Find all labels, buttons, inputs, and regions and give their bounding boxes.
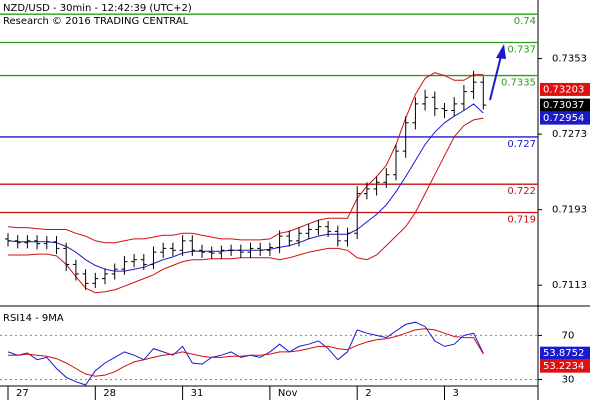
ohlc-bar	[334, 225, 341, 247]
ohlc-bar	[431, 91, 438, 117]
ohlc-bar	[441, 102, 448, 119]
ohlc-bar	[393, 144, 399, 181]
ohlc-bar	[286, 230, 293, 247]
ohlc-bar	[160, 242, 167, 258]
y-tick-label: 0.7193	[552, 205, 587, 216]
level-label: 0.727	[507, 139, 536, 150]
price-marker-box	[540, 98, 590, 112]
level-label: 0.719	[507, 215, 536, 226]
series-line	[8, 328, 484, 377]
ohlc-bar	[179, 235, 186, 256]
ohlc-bar	[150, 246, 157, 270]
ohlc-bar	[315, 220, 322, 236]
ohlc-bar	[451, 97, 458, 117]
ohlc-bar	[34, 235, 41, 250]
price-marker-label: 53.8752	[543, 348, 584, 359]
x-tick-label: 27	[16, 388, 29, 399]
price-marker-box	[540, 359, 590, 373]
ohlc-bar	[24, 235, 31, 249]
ohlc-bar	[480, 76, 487, 110]
ohlc-bar	[111, 263, 118, 280]
level-label: 0.737	[507, 45, 536, 56]
ohlc-bar	[14, 235, 21, 249]
ohlc-bar	[460, 85, 467, 111]
x-tick-label: 31	[191, 388, 204, 399]
x-tick-label: 2	[365, 388, 371, 399]
ohlc-bar	[344, 227, 351, 247]
ohlc-bar	[43, 236, 50, 250]
price-marker-label: 0.73203	[543, 84, 584, 95]
ohlc-bar	[354, 186, 361, 239]
level-label: 0.7335	[501, 78, 536, 89]
ohlc-bar	[373, 176, 380, 196]
price-marker-box	[540, 111, 590, 125]
price-marker-label: 53.2234	[543, 361, 584, 372]
ohlc-bar	[305, 223, 312, 239]
ohlc-bar	[247, 242, 254, 258]
ohlc-bar	[325, 221, 332, 238]
x-tick-label: Nov	[278, 388, 298, 399]
ohlc-bar	[53, 236, 60, 255]
ohlc-bar	[383, 168, 390, 188]
level-label: 0.74	[514, 16, 536, 27]
ohlc-bar	[140, 254, 147, 271]
series-line	[7, 103, 484, 272]
ohlc-bar	[257, 242, 264, 256]
price-marker-label: 0.72954	[543, 113, 584, 124]
ohlc-bar	[63, 242, 70, 272]
ohlc-bar	[218, 245, 225, 259]
ohlc-bar	[169, 242, 176, 256]
y-tick-label: 0.7353	[552, 54, 587, 65]
y-tick-label: 0.7113	[552, 280, 587, 291]
ohlc-bar	[72, 259, 79, 281]
ohlc-bar	[296, 227, 302, 247]
ohlc-bar	[199, 244, 205, 258]
x-tick-label: 3	[453, 388, 459, 399]
ohlc-bar	[266, 242, 273, 256]
price-marker-box	[540, 346, 590, 360]
ohlc-bar	[228, 244, 235, 256]
chart-subtitle: Research © 2016 TRADING CENTRAL	[3, 16, 189, 27]
y-tick-label: 0.7273	[552, 129, 587, 140]
arrow-shaft	[489, 55, 502, 101]
ohlc-bar	[412, 97, 419, 130]
ohlc-bar	[82, 269, 89, 290]
rsi-title: RSI14 - 9MA	[3, 313, 64, 324]
ohlc-bar	[402, 116, 409, 158]
ohlc-bar	[5, 233, 11, 247]
ohlc-bar	[470, 70, 477, 100]
x-tick-label: 28	[103, 388, 116, 399]
ohlc-bar	[189, 235, 196, 256]
ohlc-bar	[102, 268, 108, 285]
ohlc-bar	[422, 89, 429, 111]
y-tick-label: 30	[562, 374, 575, 385]
ohlc-bar	[363, 182, 370, 200]
ohlc-bar	[208, 246, 215, 259]
arrow-head	[496, 44, 506, 59]
series-line	[8, 117, 484, 294]
ohlc-bar	[237, 244, 244, 258]
ohlc-bar	[276, 230, 283, 254]
y-tick-label: 70	[562, 330, 575, 341]
series-line	[7, 321, 484, 386]
ohlc-bar	[92, 272, 99, 289]
level-label: 0.722	[507, 186, 536, 197]
price-marker-box	[540, 82, 590, 96]
ohlc-bar	[121, 255, 128, 275]
price-marker-label: 0.73037	[543, 100, 584, 111]
chart-title: NZD/USD - 30min - 12:42:39 (UTC+2)	[3, 3, 192, 14]
trend-arrow	[489, 44, 506, 101]
series-line	[7, 72, 484, 244]
ohlc-bar	[131, 254, 138, 268]
